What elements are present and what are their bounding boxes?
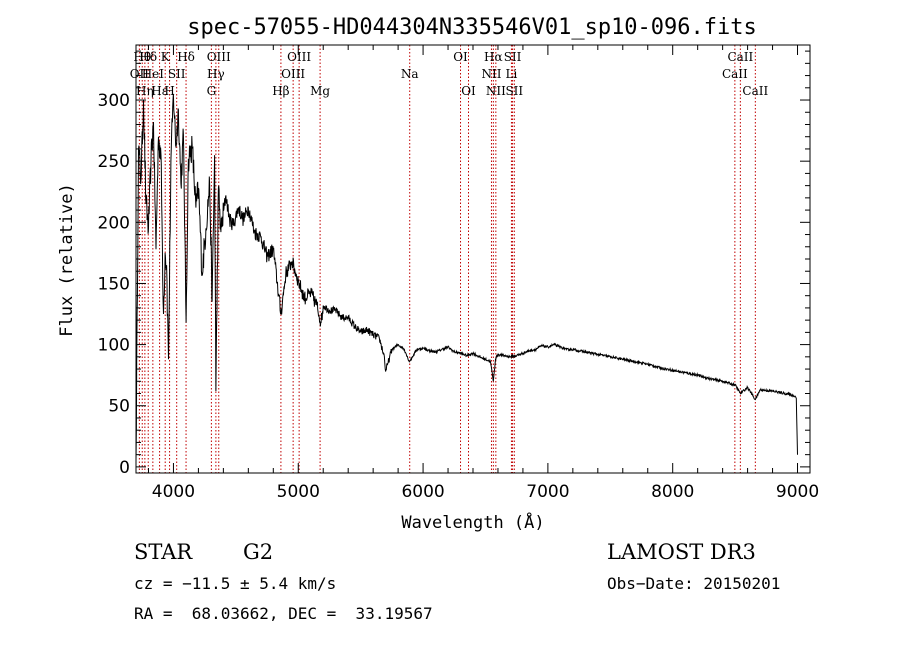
marker-label-k: K [161, 50, 171, 64]
x-axis-ticks: 4000 5000 6000 7000 8000 9000 [147, 45, 819, 502]
redshift-cz: cz = −11.5 ± 5.4 km/s [134, 574, 337, 593]
plot-frame [135, 44, 811, 474]
object-class: STAR [134, 540, 193, 564]
x-tick-label: 7000 [526, 482, 569, 502]
spectrum-line [135, 93, 798, 461]
x-tick-label: 9000 [776, 482, 819, 502]
marker-label-hε: Hε [151, 84, 168, 98]
spectral-subclass: G2 [243, 540, 274, 564]
y-axis-ticks: 0 50 100 150 200 250 300 [98, 50, 810, 478]
y-axis-label: Flux (relative) [57, 183, 77, 337]
y-tick-label: 200 [98, 213, 130, 233]
marker-label-nii: NII [481, 67, 501, 81]
marker-label-oii: OII [130, 67, 150, 81]
marker-label-caii: CaII [722, 67, 748, 81]
marker-label-hδ: Hδ [177, 50, 195, 64]
marker-label-caii: CaII [742, 84, 768, 98]
marker-label-sii: SII [504, 50, 522, 64]
marker-label-sii: SII [168, 67, 186, 81]
y-tick-label: 0 [119, 458, 130, 478]
x-tick-label: 6000 [401, 482, 444, 502]
marker-label-hγ: Hγ [207, 67, 225, 81]
y-tick-label: 300 [98, 91, 130, 111]
y-tick-label: 250 [98, 152, 130, 172]
marker-label-hθ: Hθ [133, 50, 151, 64]
marker-label-oiii: OIII [207, 50, 231, 64]
marker-label-hα: Hα [484, 50, 503, 64]
marker-label-caii: CaII [727, 50, 753, 64]
marker-label-oi: OI [461, 84, 476, 98]
survey-name: LAMOST DR3 [607, 540, 756, 564]
marker-label-hδ: Hδ [139, 50, 157, 64]
marker-label-oi: OI [453, 50, 468, 64]
observation-date: Obs−Date: 20150201 [607, 574, 781, 593]
coordinates: RA = 68.03662, DEC = 33.19567 [134, 604, 433, 623]
marker-label-nii: NII [486, 84, 506, 98]
line-markers [138, 45, 756, 473]
marker-label-mg: Mg [310, 84, 330, 98]
marker-label-li: Li [506, 67, 518, 81]
marker-label-h: H [164, 84, 174, 98]
x-tick-label: 4000 [152, 482, 195, 502]
marker-label-oiii: OIII [287, 50, 311, 64]
x-tick-label: 8000 [651, 482, 694, 502]
line-marker-labels: OIIHθHηHδHeIHεKHSIIHδGHγOIIIHβOIIIOIIIMg… [130, 50, 769, 98]
y-tick-label: 150 [98, 274, 130, 294]
marker-label-hei: HeI [142, 67, 165, 81]
marker-label-sii: SII [505, 84, 523, 98]
marker-label-oiii: OIII [281, 67, 305, 81]
chart-title: spec-57055-HD044304N335546V01_sp10-096.f… [187, 15, 757, 40]
marker-label-na: Na [401, 67, 419, 81]
y-tick-label: 50 [108, 397, 130, 417]
marker-label-hβ: Hβ [272, 84, 289, 98]
marker-label-g: G [207, 84, 217, 98]
y-tick-label: 100 [98, 336, 130, 356]
x-axis-label: Wavelength (Å) [401, 511, 544, 533]
x-tick-label: 5000 [277, 482, 320, 502]
